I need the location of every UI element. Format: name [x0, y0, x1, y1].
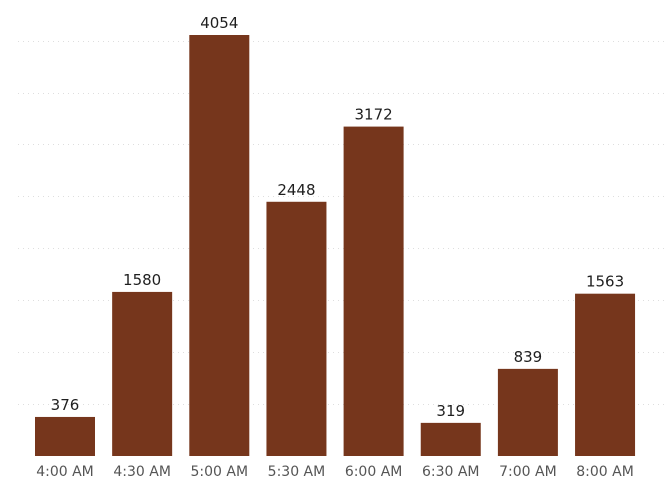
- data-label-8: 1563: [586, 273, 624, 291]
- bar-4: [266, 201, 327, 456]
- bar-8: [575, 293, 636, 456]
- x-tick-label-2: 4:30 AM: [113, 464, 171, 480]
- data-label-4: 2448: [277, 181, 315, 199]
- x-tick-label-5: 6:00 AM: [345, 464, 403, 480]
- x-tick-label-7: 7:00 AM: [499, 464, 557, 480]
- data-label-1: 376: [51, 396, 80, 414]
- data-label-6: 319: [436, 402, 465, 420]
- bar-6: [420, 422, 481, 456]
- data-labels: 376 1580 4054 2448 3172 319 839 1563: [51, 14, 624, 420]
- x-tick-label-3: 5:00 AM: [191, 464, 249, 480]
- data-label-2: 1580: [123, 271, 161, 289]
- bars: [35, 35, 636, 456]
- x-axis-tick-labels: 4:00 AM 4:30 AM 5:00 AM 5:30 AM 6:00 AM 6:30 …: [36, 464, 634, 480]
- bar-2: [112, 291, 173, 456]
- bar-3: [189, 35, 250, 456]
- x-tick-label-6: 6:30 AM: [422, 464, 480, 480]
- bar-1: [35, 416, 95, 456]
- x-tick-label-1: 4:00 AM: [36, 464, 94, 480]
- bar-7: [497, 368, 558, 456]
- data-label-7: 839: [514, 348, 543, 366]
- data-label-3: 4054: [200, 14, 238, 32]
- x-tick-label-4: 5:30 AM: [268, 464, 326, 480]
- x-tick-label-8: 8:00 AM: [576, 464, 634, 480]
- bar-5: [343, 126, 404, 456]
- data-label-5: 3172: [355, 106, 393, 124]
